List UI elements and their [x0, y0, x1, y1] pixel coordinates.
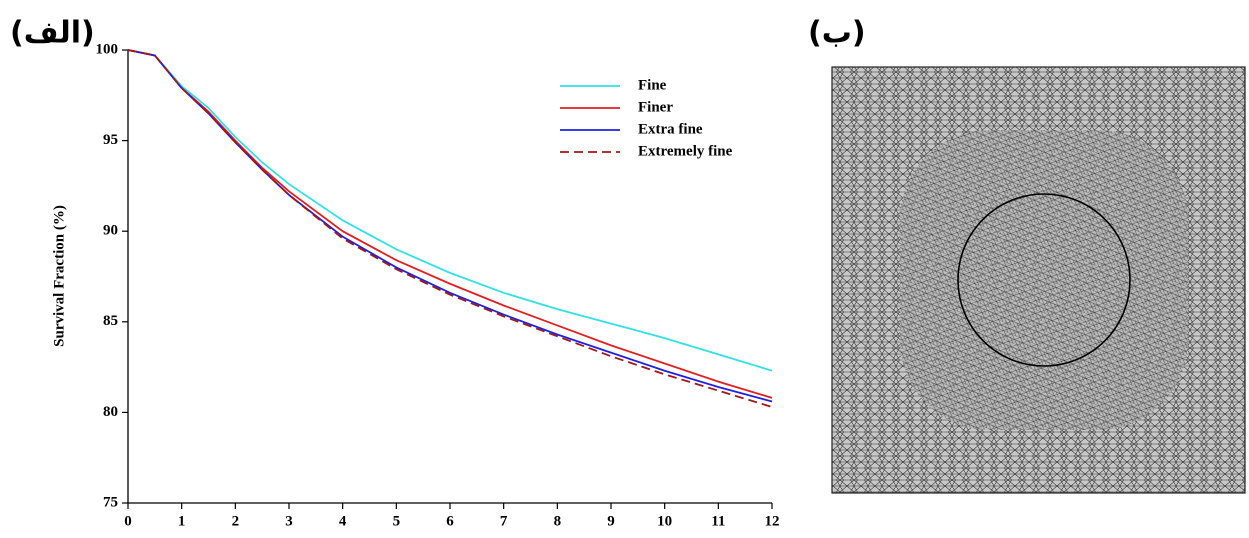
panel-label: (ب): [808, 16, 866, 51]
x-tick-label: 3: [285, 513, 293, 529]
y-tick-label: 95: [103, 132, 118, 148]
x-tick-label: 2: [232, 513, 240, 529]
mesh-refined-zone: [900, 130, 1188, 430]
series-line: [127, 49, 773, 399]
axes-frame: [127, 50, 772, 504]
series-line: [127, 49, 773, 408]
y-tick-label: 80: [103, 404, 118, 420]
x-tick-label: 12: [765, 513, 780, 529]
y-tick-label: 75: [103, 494, 118, 510]
x-tick-label: 4: [339, 513, 347, 529]
x-tick-label: 7: [500, 513, 508, 529]
y-tick-label: 100: [96, 41, 119, 57]
y-tick-label: 85: [103, 313, 118, 329]
y-tick-label: 90: [103, 223, 118, 239]
x-tick-label: 0: [124, 513, 132, 529]
legend-label: Fine: [638, 77, 667, 93]
x-tick-label: 6: [446, 513, 454, 529]
legend-label: Finer: [638, 99, 673, 115]
series-line: [127, 49, 773, 403]
y-axis-label: Survival Fraction (%): [51, 205, 67, 347]
x-tick-label: 10: [657, 513, 672, 529]
x-tick-label: 5: [393, 513, 401, 529]
x-tick-label: 11: [711, 513, 725, 529]
x-tick-label: 1: [178, 513, 186, 529]
legend-label: Extra fine: [638, 121, 703, 137]
series-line: [127, 49, 773, 372]
legend-label: Extremely fine: [638, 143, 733, 159]
x-tick-label: 9: [607, 513, 615, 529]
x-tick-label: 8: [554, 513, 562, 529]
mesh-circle: [957, 193, 1131, 367]
panel-label: (الف): [10, 16, 95, 51]
mesh-image: [831, 66, 1246, 494]
